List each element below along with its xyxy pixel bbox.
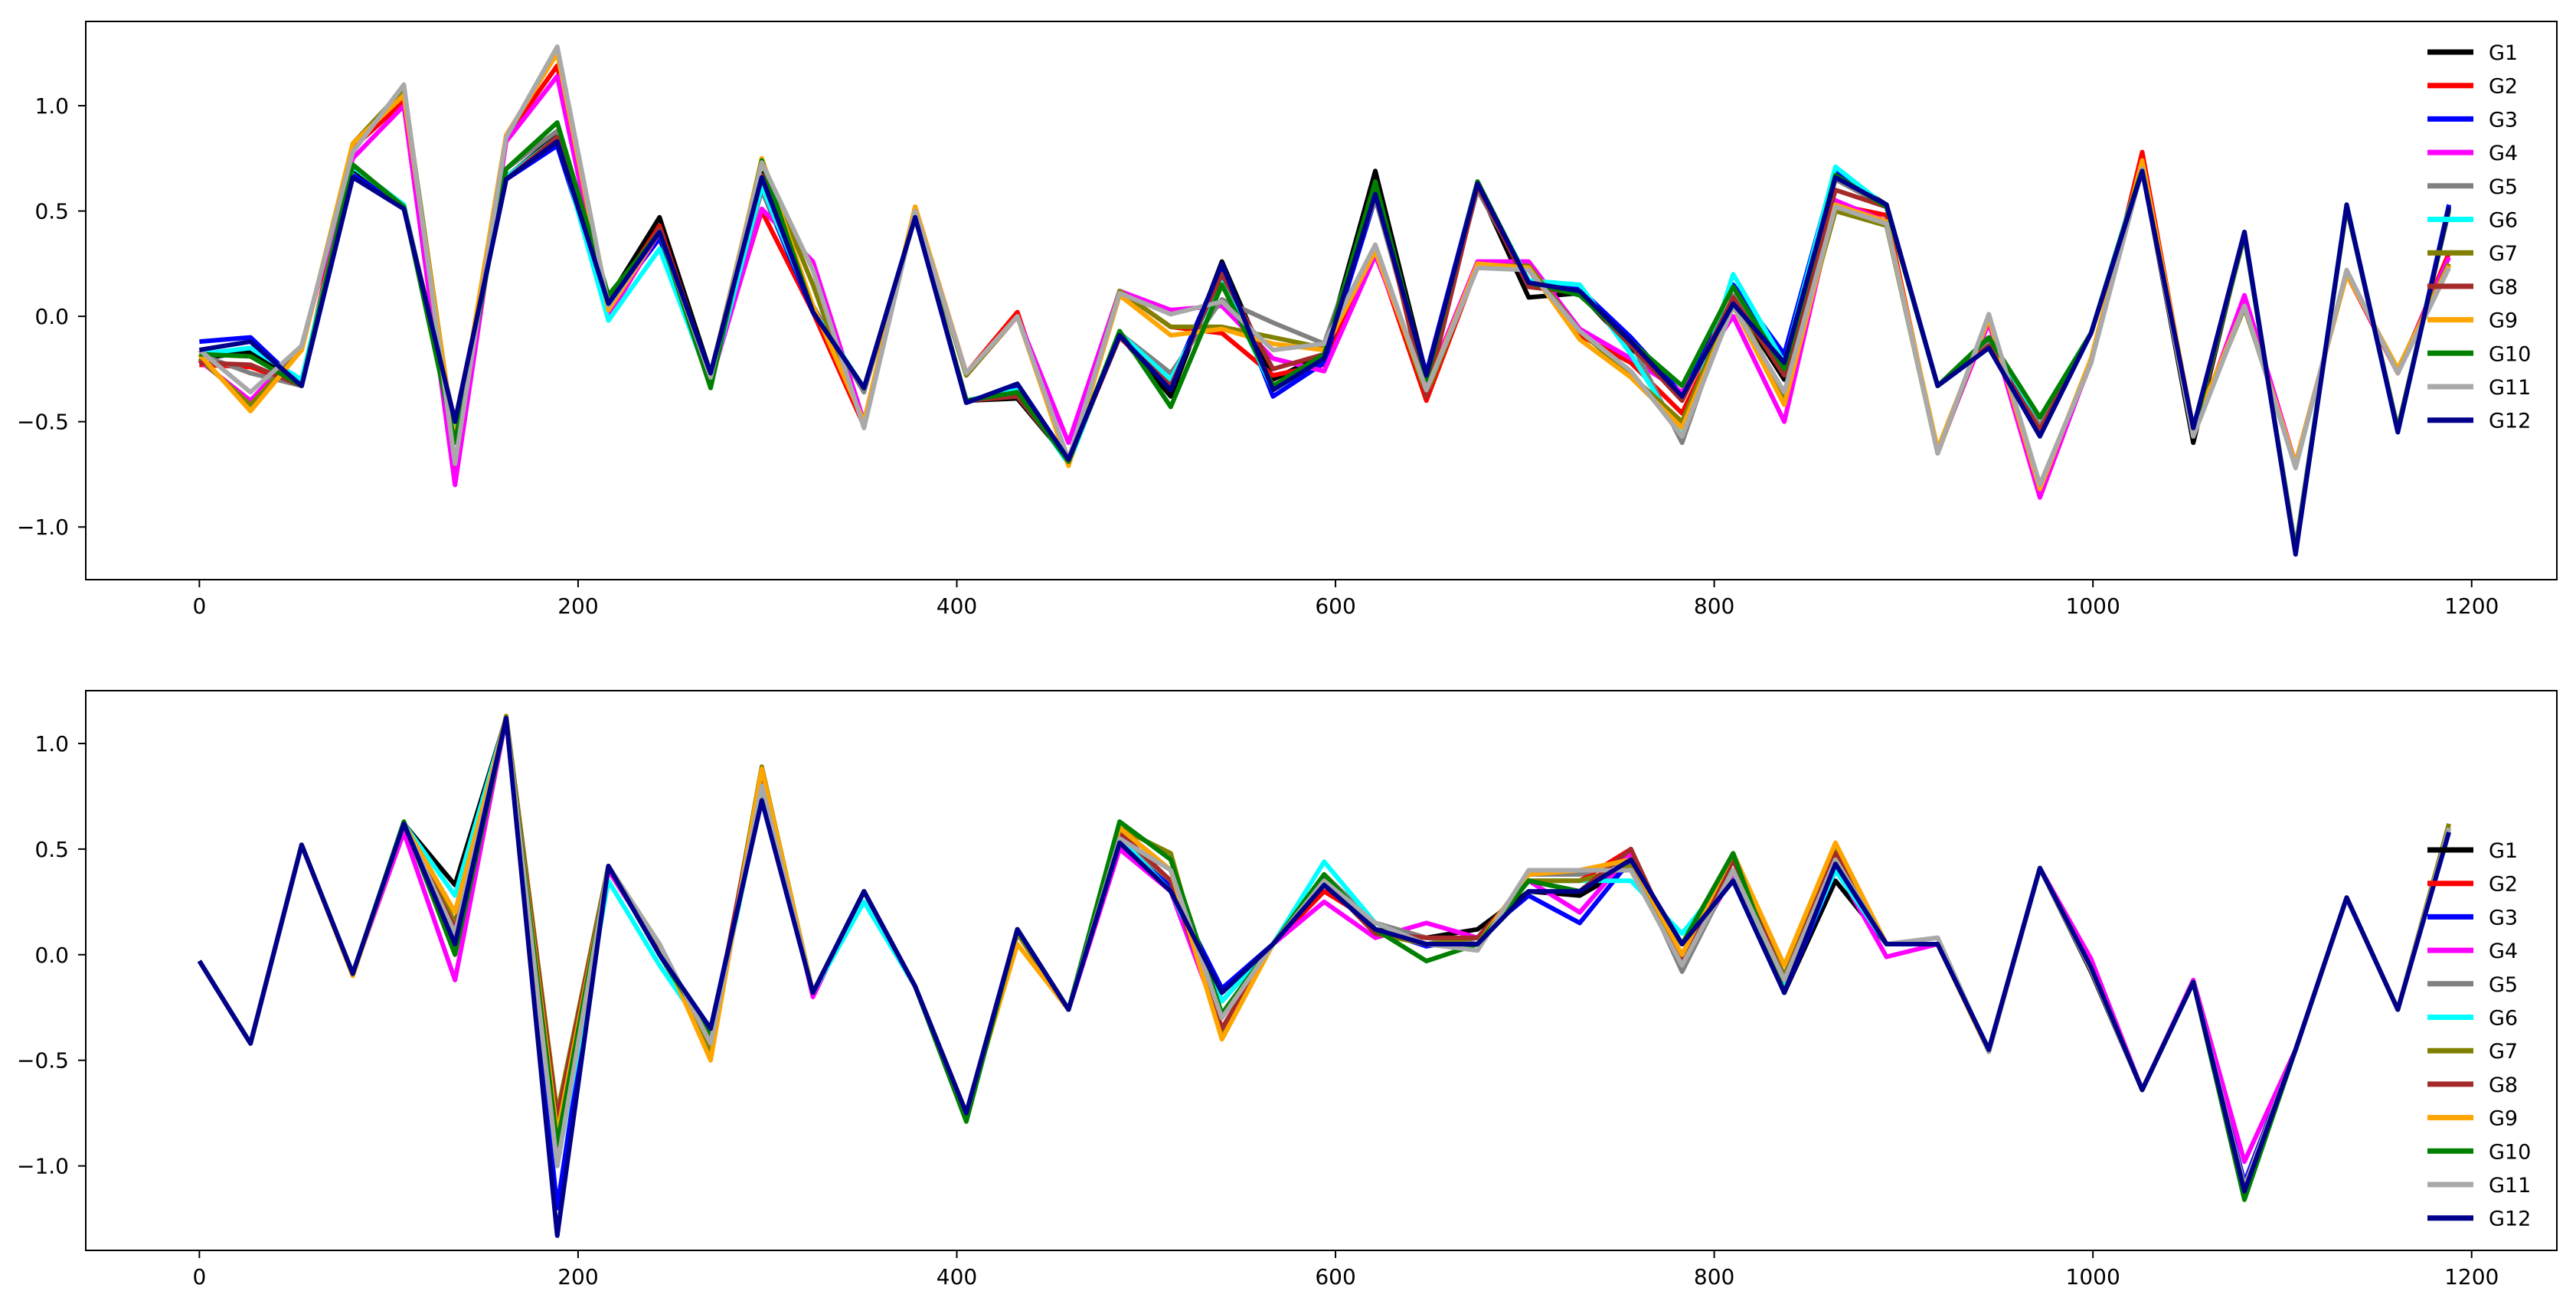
y-tick-label: −1.0 <box>17 1154 69 1179</box>
legend-label-g5: G5 <box>2489 175 2518 199</box>
y-tick-label: 1.0 <box>34 93 69 119</box>
series-lines <box>198 44 2452 557</box>
y-tick-label: −0.5 <box>17 1048 69 1074</box>
legend-label-g10: G10 <box>2489 342 2531 366</box>
x-tick-label: 800 <box>1694 1264 1734 1289</box>
y-tick-label: 0.5 <box>34 837 69 862</box>
legend-label-g11: G11 <box>2489 1174 2531 1198</box>
x-tick-label: 200 <box>557 1264 598 1289</box>
x-tick-label: 1200 <box>2444 593 2499 619</box>
y-tick-label: −1.0 <box>17 515 69 540</box>
legend-label-g2: G2 <box>2489 873 2518 897</box>
series-lines <box>197 714 2451 1238</box>
chart-top: 0 200 400 600 800 1000 1200 −1.0 −0.5 0.0 0.5 1.0 G1… <box>17 21 2558 619</box>
chart-bottom: 0 200 400 600 800 1000 1200 −1.0 −0.5 0.0 0.5 1.0 G1… <box>17 690 2558 1289</box>
legend-label-g9: G9 <box>2489 309 2518 333</box>
legend-label-g1: G1 <box>2489 41 2518 65</box>
legend-label-g4: G4 <box>2489 142 2518 165</box>
y-tick-label: 0.5 <box>34 199 69 224</box>
legend-label-g8: G8 <box>2489 1074 2518 1097</box>
axes-frame <box>85 690 2558 1251</box>
x-tick-label: 400 <box>937 593 977 619</box>
legend: G1 G2 G3 G4 G5 G6 G7 G8 G9 G10 G11 G12 <box>2427 839 2531 1231</box>
legend-label-g12: G12 <box>2489 410 2531 433</box>
legend-label-g6: G6 <box>2489 209 2518 233</box>
legend-label-g6: G6 <box>2489 1007 2518 1031</box>
x-tick-label: 1200 <box>2444 1264 2499 1289</box>
series-line-g11 <box>198 44 2451 488</box>
legend-label-g5: G5 <box>2489 973 2518 997</box>
legend-label-g4: G4 <box>2489 940 2518 963</box>
legend-label-g2: G2 <box>2489 75 2518 99</box>
x-tick-label: 800 <box>1694 593 1734 619</box>
legend-label-g10: G10 <box>2489 1140 2531 1164</box>
legend-label-g1: G1 <box>2489 839 2518 863</box>
x-tick-label: 0 <box>192 593 206 619</box>
x-tick-label: 1000 <box>2066 593 2120 619</box>
x-tick-label: 400 <box>937 1264 977 1289</box>
y-tick-label: 0.0 <box>34 304 69 329</box>
legend-label-g8: G8 <box>2489 276 2518 299</box>
x-tick-label: 200 <box>557 593 598 619</box>
y-tick-label: 1.0 <box>34 731 69 757</box>
legend-label-g7: G7 <box>2489 242 2518 266</box>
legend-label-g3: G3 <box>2489 906 2518 930</box>
x-tick-label: 1000 <box>2066 1264 2120 1289</box>
legend-label-g11: G11 <box>2489 376 2531 400</box>
x-tick-label: 600 <box>1315 593 1355 619</box>
legend-label-g12: G12 <box>2489 1208 2531 1231</box>
legend-label-g3: G3 <box>2489 108 2518 132</box>
legend: G1 G2 G3 G4 G5 G6 G7 G8 G9 G10 G11 G12 <box>2427 41 2531 433</box>
series-line-g12 <box>197 715 2451 1238</box>
y-tick-label: 0.0 <box>34 943 69 968</box>
x-tick-label: 0 <box>192 1264 206 1289</box>
series-line-g12 <box>198 139 2452 557</box>
axes-frame <box>85 21 2558 580</box>
x-tick-label: 600 <box>1315 1264 1355 1289</box>
legend-label-g9: G9 <box>2489 1107 2518 1131</box>
y-tick-label: −0.5 <box>17 410 69 435</box>
legend-label-g7: G7 <box>2489 1040 2518 1064</box>
